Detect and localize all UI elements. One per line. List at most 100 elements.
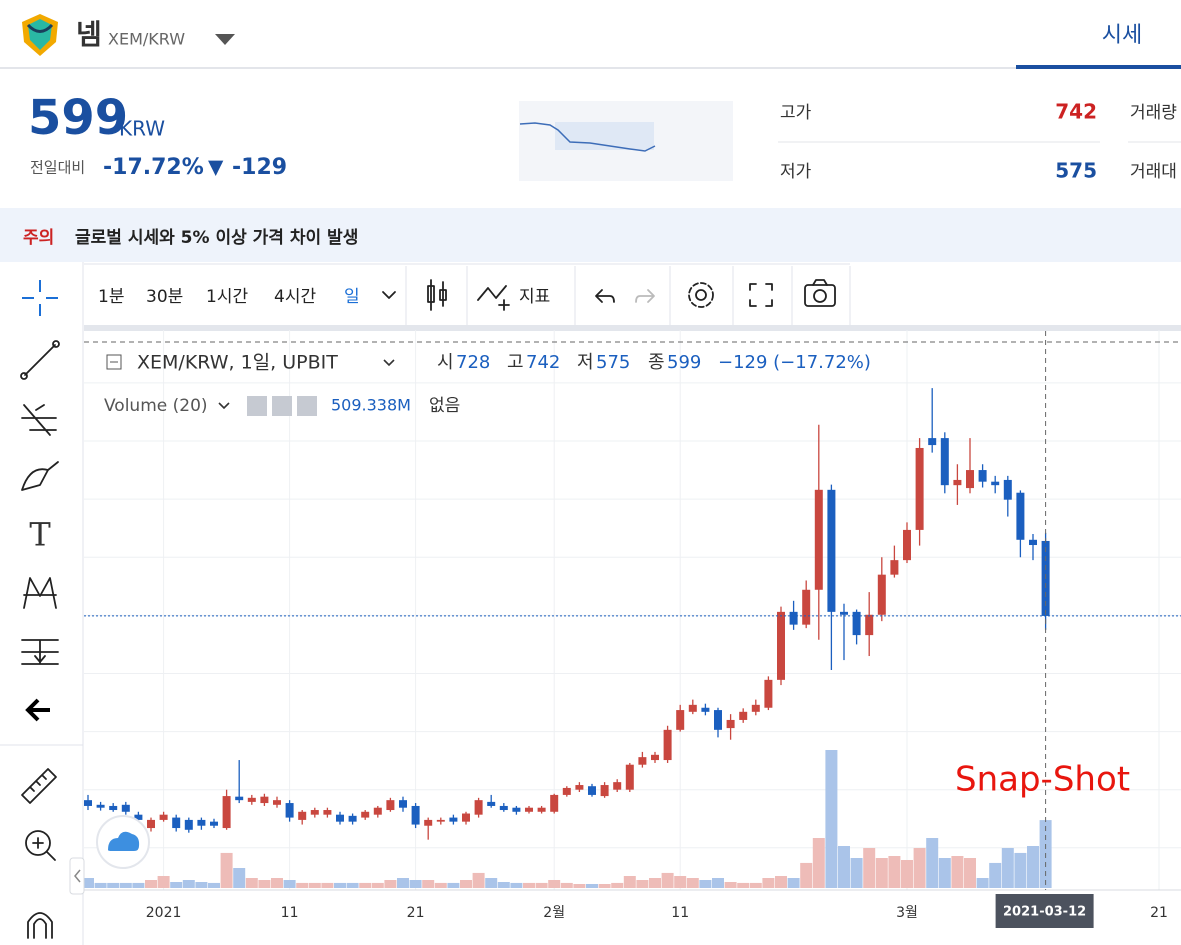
settings[interactable]: [688, 282, 714, 308]
volume-button[interactable]: [272, 396, 292, 416]
legend-collapse[interactable]: [106, 354, 122, 370]
candle-body: [474, 800, 483, 815]
tool-ruler[interactable]: [21, 768, 57, 804]
candle-body: [701, 707, 710, 712]
legend-value: 599: [667, 352, 701, 373]
pane-border: [84, 325, 1181, 331]
redo[interactable]: [635, 289, 655, 303]
tool-magnet[interactable]: [27, 912, 53, 939]
volume-bar: [901, 860, 913, 888]
interval[interactable]: 4시간: [274, 287, 316, 307]
volume-bar: [989, 862, 1002, 888]
collapse-tab[interactable]: [69, 857, 85, 895]
volume-bar: [749, 882, 762, 888]
volume-bar: [434, 882, 447, 888]
volume-bar: [1001, 848, 1014, 888]
volume-bar: [611, 882, 624, 888]
volume-bar: [497, 882, 510, 888]
candle-body: [588, 786, 596, 795]
screenshot[interactable]: [804, 279, 836, 307]
tool-measure-range[interactable]: [21, 639, 59, 665]
x-tick-label: 11: [671, 905, 689, 921]
volume-bar: [422, 880, 435, 888]
candle-body: [96, 804, 105, 808]
fullscreen[interactable]: [749, 283, 773, 307]
interval[interactable]: 30분: [146, 287, 183, 307]
candle-body: [814, 489, 823, 590]
dropdown-arrow[interactable]: [215, 34, 235, 45]
volume-bar: [699, 880, 712, 888]
volume-bar: [510, 882, 523, 888]
x-tick-label: 3월: [896, 905, 918, 921]
volume-bar: [825, 750, 838, 888]
legend-label: 시: [437, 352, 454, 373]
legend-change: −129 (−17.72%): [718, 352, 871, 373]
volume-bar: [976, 878, 989, 888]
divider: [0, 67, 1181, 69]
candle-body: [877, 574, 886, 615]
interval[interactable]: 1분: [98, 287, 124, 307]
volume-bar: [334, 882, 346, 888]
volume-bar: [485, 878, 498, 888]
interval-dropdown[interactable]: [382, 291, 396, 299]
volume-bar: [258, 880, 271, 888]
volume-bar: [661, 872, 674, 888]
volume-bar: [762, 878, 775, 888]
volume-bar: [560, 882, 573, 888]
volume-bar: [724, 882, 737, 888]
volume-bar: [686, 878, 699, 888]
coin-logo: [22, 14, 58, 56]
candle-body: [953, 479, 962, 486]
notice-text: 글로벌 시세와 5% 이상 가격 차이 발생: [75, 228, 358, 248]
volume-bar: [636, 880, 649, 888]
candle-body: [487, 801, 496, 806]
volume-bar: [535, 882, 548, 888]
volume-bar: [233, 868, 246, 888]
candle-body: [1016, 492, 1025, 540]
pair: XEM/KRW: [108, 30, 185, 49]
candle-body: [247, 797, 256, 802]
volume-button[interactable]: [297, 396, 317, 416]
volume-bar: [460, 880, 472, 888]
volume-button[interactable]: [247, 396, 267, 416]
indicator-icon[interactable]: [477, 285, 510, 311]
chart-type[interactable]: [427, 279, 447, 311]
interval[interactable]: 일: [344, 287, 360, 307]
interval[interactable]: 1시간: [206, 287, 248, 307]
candle-body: [978, 470, 987, 482]
tool-pattern[interactable]: [23, 577, 57, 609]
tool-zoom[interactable]: [25, 830, 56, 861]
tool-brush[interactable]: [21, 461, 59, 491]
candle-body: [386, 800, 395, 811]
candle-body: [638, 757, 647, 765]
candle-body: [688, 704, 697, 712]
candle-body: [399, 800, 407, 808]
indicator[interactable]: 지표: [519, 287, 550, 307]
candle-body: [865, 614, 874, 636]
candle-body: [827, 489, 836, 612]
undo[interactable]: [595, 289, 615, 303]
tool-fib[interactable]: [21, 404, 57, 436]
volume-bar: [938, 858, 951, 888]
candle-body: [298, 811, 307, 820]
volume-bar: [838, 846, 850, 888]
volume-bar: [157, 876, 170, 888]
volume-bar: [800, 862, 813, 888]
notice-bar: [0, 208, 1181, 262]
candle-body: [159, 814, 168, 820]
candle-body: [310, 810, 319, 815]
candle-body: [751, 704, 760, 712]
sparkline: [519, 101, 733, 181]
volume-bar: [447, 882, 460, 888]
tool-text[interactable]: T: [29, 516, 51, 554]
candle-body: [777, 611, 785, 680]
tool-line[interactable]: [20, 340, 60, 380]
volume-bar: [888, 856, 901, 888]
tab[interactable]: 시세: [1102, 23, 1142, 48]
x-tick-label: 2021: [146, 905, 182, 921]
tool-back[interactable]: [25, 698, 50, 722]
candle-body: [852, 611, 861, 636]
volume-bar: [107, 882, 120, 888]
tool-crosshair[interactable]: [22, 280, 58, 316]
